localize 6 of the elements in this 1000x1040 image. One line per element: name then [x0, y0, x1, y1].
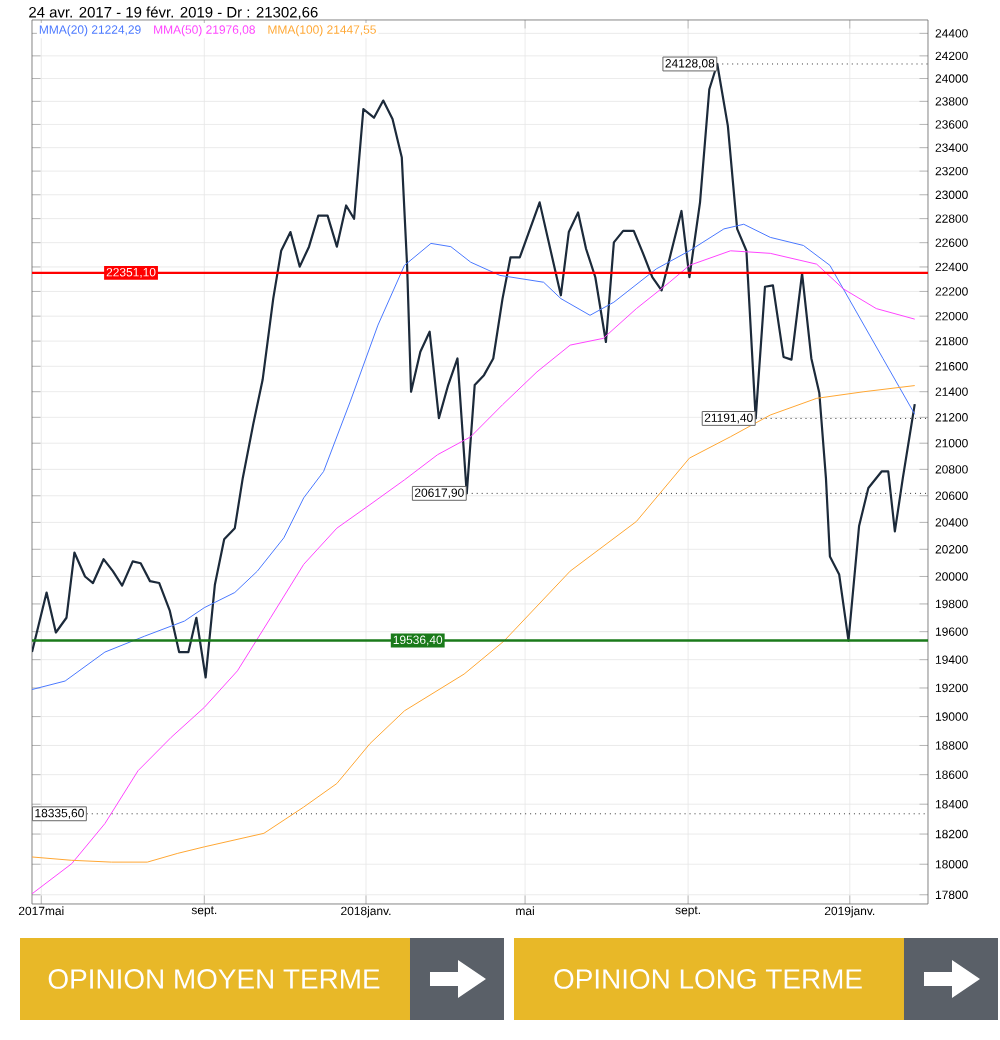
- line-series: [32, 250, 916, 895]
- text: OPINION LONG TERME: [554, 969, 862, 989]
- text: OPINION MOYEN TERME: [48, 969, 380, 989]
- line-series: [32, 223, 916, 691]
- line-series: [32, 62, 916, 679]
- line-series: [32, 385, 916, 863]
